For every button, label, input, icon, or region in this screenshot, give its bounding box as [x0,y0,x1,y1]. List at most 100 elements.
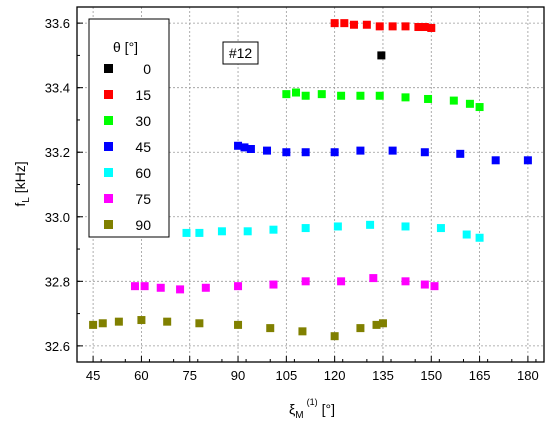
data-point [356,324,365,333]
data-point [449,96,458,105]
data-point [427,23,436,32]
y-tick-label: 32.6 [45,339,70,354]
data-point [424,94,433,103]
annotation-box: #12 [222,41,259,65]
data-point [456,149,465,158]
data-point [89,320,98,329]
legend-title: θ [°] [113,39,138,55]
x-tick-label: 75 [182,368,196,383]
legend-label: 90 [135,217,151,233]
annotation-text: #12 [229,45,253,61]
series-90 [89,316,387,341]
x-tick-label: 105 [275,368,297,383]
data-point [156,283,165,292]
data-point [401,277,410,286]
data-point [301,224,310,233]
series-15 [330,19,436,32]
data-point [430,282,439,291]
data-point [182,228,191,237]
data-point [301,91,310,100]
x-tick-label: 120 [324,368,346,383]
data-point [388,22,397,31]
data-point [333,222,342,231]
data-point [234,320,243,329]
data-point [292,88,301,97]
data-point [337,277,346,286]
legend-marker [104,168,113,177]
data-point [243,227,252,236]
y-axis-label: fL [kHz] [12,161,32,206]
legend-marker [104,194,113,203]
data-point [475,233,484,242]
legend-marker [104,142,113,151]
data-point [436,224,445,233]
data-point [420,23,429,32]
data-point [317,90,326,99]
x-axis-label: ξM(1) [°] [289,397,335,421]
x-tick-label: 45 [86,368,100,383]
data-point [330,19,339,28]
y-tick-label: 33.2 [45,145,70,160]
data-point [401,22,410,31]
legend-label: 15 [135,87,151,103]
data-point [340,19,349,28]
data-point [269,225,278,234]
data-point [269,280,278,289]
data-point [114,317,123,326]
legend-label: 60 [135,165,151,181]
data-point [375,22,384,31]
series-75 [130,274,439,294]
data-point [246,145,255,153]
legend-marker [104,90,113,99]
axis-ticks: 45 60 75 90 105 120 135 150 165 18032.632.833.033… [45,16,539,383]
data-point [375,91,384,100]
data-point [330,148,339,157]
data-point [234,282,243,291]
data-point [137,316,146,325]
data-point [217,227,226,236]
y-tick-label: 33.0 [45,210,70,225]
data-point [356,91,365,100]
legend-frame [88,18,170,238]
data-point [362,20,371,29]
data-point [201,283,210,292]
data-point [369,274,378,283]
data-point [163,317,172,326]
legend-marker [104,116,113,125]
data-point [377,51,386,60]
x-tick-label: 165 [469,368,491,383]
legend-marker [104,220,113,229]
y-tick-label: 33.6 [45,16,70,31]
data-point [266,324,275,333]
data-point [176,285,185,294]
data-point [337,91,346,100]
x-tick-label: 60 [134,368,148,383]
x-tick-label: 150 [420,368,442,383]
series-0 [377,51,386,60]
series-45 [234,141,532,165]
data-point [388,146,397,155]
data-point [301,277,310,286]
series-30 [282,88,484,112]
data-point [366,220,375,229]
legend-marker [104,64,113,73]
data-point [491,156,500,165]
series-60 [182,220,484,242]
data-point [378,319,387,328]
data-point [401,222,410,231]
legend-label: 75 [135,191,151,207]
x-tick-label: 180 [517,368,539,383]
x-tick-label: 90 [231,368,245,383]
data-point [140,282,149,291]
legend-label: 0 [143,61,151,77]
data-point [263,146,272,155]
data-point [420,148,429,157]
data-point [414,23,423,32]
data-point [234,141,243,150]
data-point [465,99,474,108]
data-point [401,93,410,102]
data-points [89,19,532,341]
data-point [195,228,204,237]
data-point [475,103,484,112]
